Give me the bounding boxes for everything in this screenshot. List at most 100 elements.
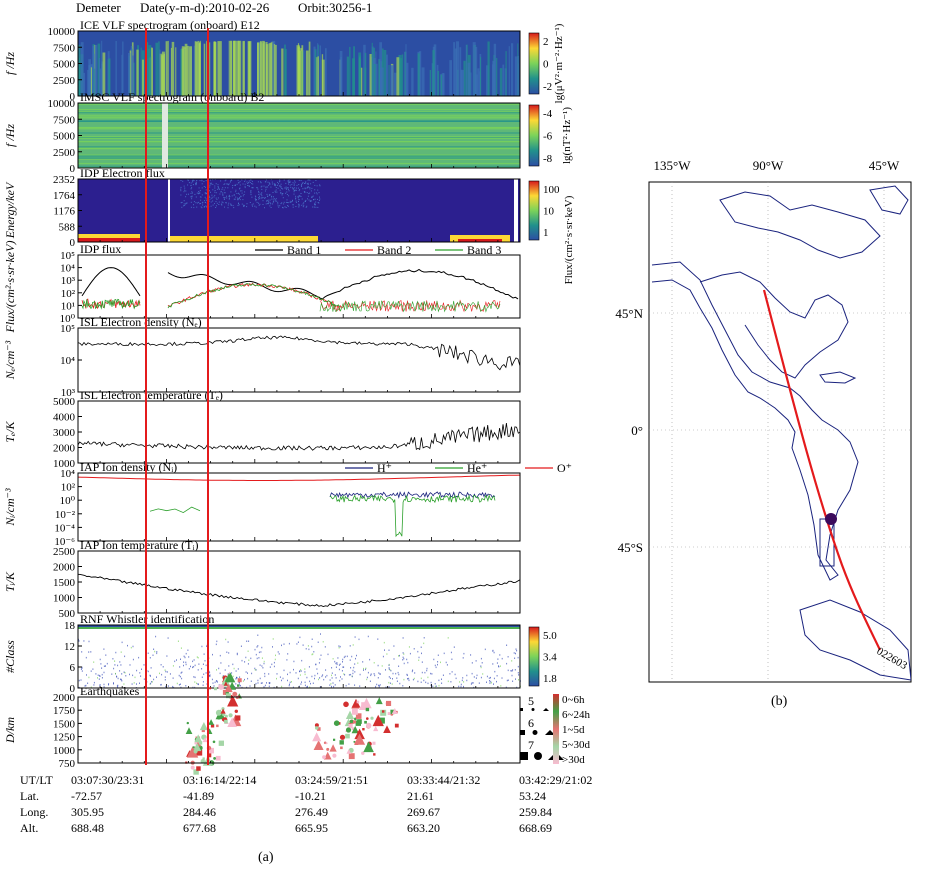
panel-title: IMSC VLF spectrogram (onboard) B2: [80, 90, 264, 104]
y-tick-label: 2500: [53, 75, 76, 87]
magnitude-label: 6: [528, 716, 534, 730]
y-tick-label: 2000: [53, 562, 76, 574]
y-tick-label: 10⁻⁴: [54, 522, 75, 534]
colorbar-tick: 10: [543, 206, 555, 218]
panel-3: IDP Electron flux 2352 1764 1176 588 0 Energy/…: [3, 166, 575, 284]
te-line: [77, 422, 521, 451]
panel-8: IAP Ion temperature (Tᵢ) 2500 2000 1500 1000…: [3, 538, 521, 620]
y-tick-label: 7500: [53, 42, 76, 54]
y-tick-label: 500: [59, 608, 76, 620]
y-tick-label: 10⁻²: [55, 509, 76, 521]
magnitude-label: 5: [528, 694, 534, 708]
y-tick-label: 10⁰: [60, 313, 76, 325]
table-cell: -72.57: [71, 789, 102, 803]
y-tick-label: 2000: [53, 443, 76, 455]
colorbar-label: Flux/(cm²·s·sr·keV): [563, 195, 575, 284]
y-tick-label: 7500: [53, 114, 76, 126]
y-tick-label: 2500: [53, 546, 76, 558]
table-cell: 03:33:44/21:32: [407, 773, 480, 787]
y-axis-label: f /Hz: [3, 52, 17, 75]
panel-frame: [77, 550, 521, 614]
y-tick-label: 5000: [53, 131, 76, 143]
table-cell: 03:24:59/21:51: [295, 773, 368, 787]
idp-flux-lines: [81, 267, 519, 313]
panel-frame: [77, 696, 521, 764]
panel-frame: [77, 472, 521, 542]
colorbar-tick: 2: [543, 36, 549, 48]
y-tick-label: 1750: [53, 705, 76, 717]
caption-b: (b): [771, 694, 788, 709]
y-tick-label: 10²: [61, 288, 76, 300]
y-tick-label: 10³: [61, 275, 76, 287]
legend-label: Band 2: [377, 243, 411, 257]
panel-title: RNF Whistler identification: [80, 612, 214, 626]
table-cell: 03:07:30/23:31: [71, 773, 144, 787]
y-tick-label: 10⁻⁶: [54, 536, 75, 548]
header-satellite: Demeter: [76, 0, 121, 15]
table-cell: 03:42:29/21:02: [519, 773, 592, 787]
table-cell: -41.89: [183, 789, 214, 803]
y-tick-label: 1500: [53, 718, 76, 730]
colorbar-tick: 0: [543, 59, 549, 71]
y-axis-label: Nᵢ/cm⁻³: [3, 488, 17, 527]
colorbar: [528, 104, 540, 167]
y-tick-label: 1500: [53, 577, 76, 589]
panel-5: ISL Electron density (Nₑ) 10⁵ 10⁴ 10³ Nₑ/cm⁻…: [3, 315, 521, 399]
y-tick-label: 3000: [53, 427, 76, 439]
panel-9: RNF Whistler identification 18 12 6 0 #Class 5…: [3, 612, 557, 695]
y-tick-label: 18: [64, 620, 76, 632]
table-cell: 259.84: [519, 805, 552, 819]
y-tick-label: 10⁵: [60, 250, 75, 262]
time-legend-label: 1~5d: [562, 724, 585, 736]
y-tick-label: 5000: [53, 396, 76, 408]
y-axis-label: Energy/keV: [3, 181, 17, 239]
y-tick-label: 2000: [53, 692, 76, 704]
caption-a: (a): [258, 850, 274, 865]
colorbar: [528, 626, 540, 687]
table-row-label: UT/LT: [20, 773, 54, 787]
table-row-label: Lat.: [20, 789, 39, 803]
y-tick-label: 1250: [53, 732, 76, 744]
time-legend-label: 0~6h: [562, 694, 585, 706]
y-axis-label: Tᵢ/K: [3, 571, 17, 592]
y-tick-label: 5000: [53, 59, 76, 71]
y-tick-label: 1000: [53, 745, 76, 757]
table-cell: 53.24: [519, 789, 546, 803]
colorbar-tick: -6: [543, 131, 553, 143]
y-axis-label: f /Hz: [3, 124, 17, 147]
time-legend-label: 5~30d: [562, 739, 590, 751]
colorbar-tick: -2: [543, 81, 552, 93]
map-lat-label: 0°: [631, 423, 643, 438]
table-cell: 688.48: [71, 821, 104, 835]
panel-title: IAP Ion density (Nᵢ): [80, 460, 177, 474]
y-tick-label: 0: [70, 683, 76, 695]
table-row-label: Alt.: [20, 821, 38, 835]
y-tick-label: 10⁴: [60, 355, 75, 367]
spectrogram-background: [78, 179, 520, 242]
table-cell: 663.20: [407, 821, 440, 835]
epicenter-marker: [825, 513, 837, 525]
header-orbit: Orbit:30256-1: [298, 0, 372, 15]
y-tick-label: 1000: [53, 593, 76, 605]
colorbar: [528, 180, 540, 241]
colorbar-tick: 1: [543, 227, 549, 239]
panel-title: ICE VLF spectrogram (onboard) E12: [80, 18, 260, 32]
y-tick-label: 750: [59, 758, 76, 770]
y-axis-label: Nₑ/cm⁻³: [3, 340, 17, 380]
map-lat-label: 45°N: [615, 306, 643, 321]
colorbar-tick: -8: [543, 153, 553, 165]
time-legend-label: >30d: [562, 754, 585, 766]
panel-title: Earthquakes: [80, 684, 140, 698]
panel-1: ICE VLF spectrogram (onboard) E12 10000 75…: [3, 18, 565, 103]
legend-label: H⁺: [377, 461, 392, 475]
ni-lines: [77, 474, 521, 538]
panel-4: IDP flux10⁵10⁴10³10²10¹10⁰Flux/(cm²·s·sr…: [3, 241, 521, 333]
y-tick-label: 10¹: [61, 300, 75, 312]
spectrogram-texture: [78, 179, 518, 242]
colorbar-tick: 100: [543, 184, 560, 196]
y-tick-label: 588: [59, 221, 76, 233]
table-cell: 668.69: [519, 821, 552, 835]
